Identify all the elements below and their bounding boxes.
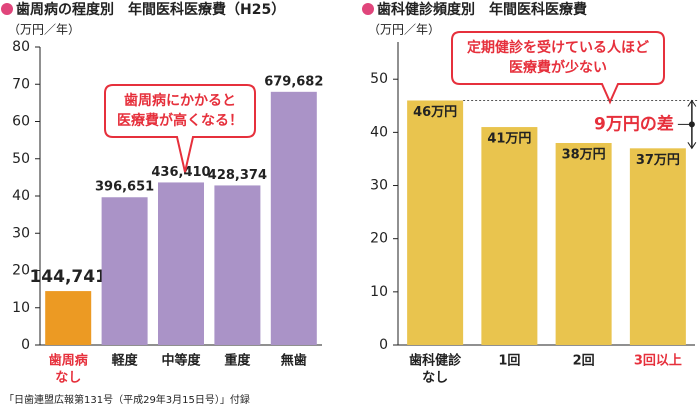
bar bbox=[407, 100, 464, 345]
x-tick-label: 中等度 bbox=[161, 353, 201, 369]
y-tick-label: 70 bbox=[12, 76, 30, 92]
callout-text: 定期健診を受けている人ほど bbox=[467, 39, 649, 56]
y-tick-label: 0 bbox=[379, 337, 388, 353]
value-label: 679,682 bbox=[264, 74, 323, 89]
bar bbox=[101, 197, 148, 345]
x-tick-label: なし bbox=[55, 371, 81, 386]
callout-text: 歯周病にかかると bbox=[124, 92, 236, 109]
title-bullet bbox=[1, 3, 13, 15]
callout-text: 医療費が高くなる！ bbox=[117, 112, 243, 129]
y-tick-label: 60 bbox=[12, 114, 30, 130]
y-tick-label: 40 bbox=[12, 188, 30, 204]
callout-bubble bbox=[104, 84, 256, 173]
source-note: 「日歯連盟広報第131号（平成29年3月15日号）」付録 bbox=[4, 393, 250, 406]
bar bbox=[45, 291, 92, 345]
callout-text: 医療費が少ない bbox=[509, 59, 607, 76]
bar bbox=[629, 148, 686, 345]
bar bbox=[555, 143, 612, 345]
value-label: 144,741 bbox=[29, 267, 106, 287]
title-bullet bbox=[362, 3, 374, 15]
x-tick-label: 重度 bbox=[224, 353, 251, 369]
x-tick-label: 3回以上 bbox=[634, 354, 682, 369]
y-tick-label: 30 bbox=[370, 178, 388, 194]
chart-title: 歯周病の程度別 年間医科医療費（H25） bbox=[16, 1, 285, 18]
bar bbox=[481, 127, 538, 345]
x-tick-label: なし bbox=[422, 371, 448, 386]
y-tick-label: 50 bbox=[12, 151, 30, 167]
bar bbox=[214, 185, 261, 345]
y-unit: （万円／年） bbox=[368, 23, 440, 37]
y-tick-label: 10 bbox=[12, 300, 30, 316]
y-tick-label: 10 bbox=[370, 284, 388, 300]
x-tick-label: 歯科健診 bbox=[409, 353, 462, 369]
y-tick-label: 0 bbox=[21, 337, 30, 353]
y-tick-label: 50 bbox=[370, 71, 388, 87]
bar bbox=[270, 91, 317, 346]
arrowhead bbox=[687, 99, 697, 107]
value-label: 428,374 bbox=[208, 168, 267, 183]
y-tick-label: 20 bbox=[370, 231, 388, 247]
value-label: 436,410 bbox=[151, 165, 210, 180]
callout-bubble bbox=[451, 31, 665, 105]
value-label: 396,651 bbox=[95, 180, 154, 195]
y-unit: （万円／年） bbox=[8, 23, 80, 37]
arrowhead bbox=[687, 142, 697, 150]
value-label: 41万円 bbox=[487, 132, 531, 147]
y-tick-label: 30 bbox=[12, 225, 30, 241]
value-label: 37万円 bbox=[636, 153, 680, 168]
x-tick-label: 2回 bbox=[573, 354, 595, 369]
x-tick-label: 1回 bbox=[498, 354, 520, 369]
value-label: 38万円 bbox=[562, 148, 606, 163]
bar bbox=[158, 182, 204, 345]
y-tick-label: 40 bbox=[370, 124, 388, 140]
y-tick-label: 80 bbox=[12, 39, 30, 55]
x-tick-label: 無歯 bbox=[281, 353, 307, 369]
chart-title: 歯科健診頻度別 年間医科医療費 bbox=[377, 1, 587, 18]
difference-label: 9万円の差 bbox=[594, 113, 674, 134]
x-tick-label: 軽度 bbox=[112, 353, 139, 369]
x-tick-label: 歯周病 bbox=[49, 353, 88, 369]
value-label: 46万円 bbox=[413, 105, 457, 120]
y-tick-label: 20 bbox=[12, 263, 30, 279]
